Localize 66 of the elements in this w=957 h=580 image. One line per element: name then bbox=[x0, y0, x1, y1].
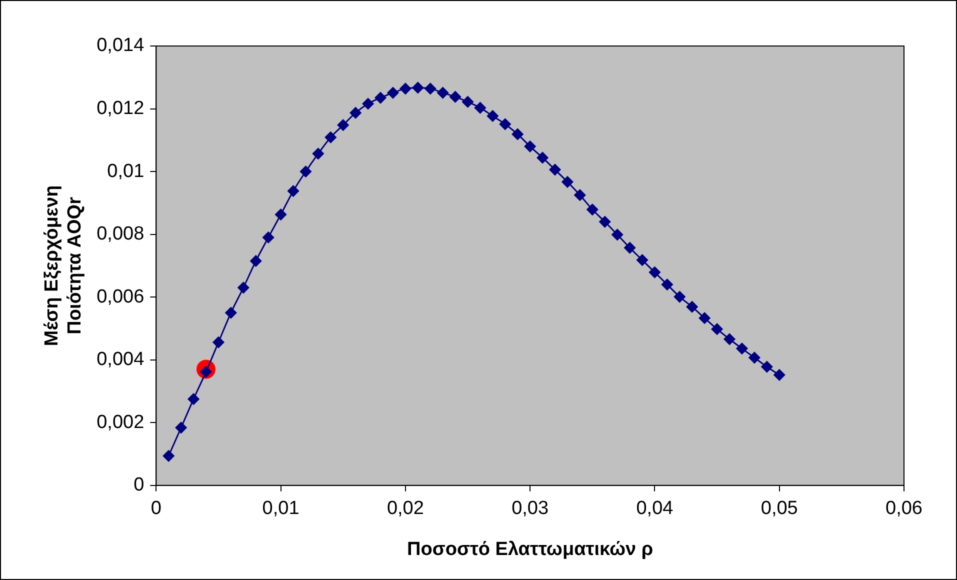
point bbox=[486, 110, 498, 122]
point bbox=[698, 312, 710, 324]
y-tick-label: 0,008 bbox=[96, 224, 144, 245]
point bbox=[736, 342, 748, 354]
y-tick-label: 0,002 bbox=[96, 412, 144, 433]
y-tick-label: 0,012 bbox=[96, 98, 144, 120]
point bbox=[474, 102, 486, 114]
point bbox=[586, 204, 598, 216]
point bbox=[300, 166, 312, 178]
point bbox=[761, 361, 773, 373]
point bbox=[524, 140, 536, 152]
point bbox=[188, 393, 200, 405]
point bbox=[412, 82, 424, 94]
point bbox=[312, 148, 324, 160]
point bbox=[711, 323, 723, 335]
point bbox=[512, 128, 524, 140]
point bbox=[225, 307, 237, 319]
point bbox=[748, 352, 760, 364]
point bbox=[574, 189, 586, 201]
x-tick-label: 0,02 bbox=[386, 498, 424, 520]
point bbox=[374, 92, 386, 104]
y-tick-label: 0 bbox=[134, 474, 144, 496]
point bbox=[724, 333, 736, 345]
point bbox=[437, 87, 449, 99]
x-tick-label: 0,01 bbox=[262, 498, 300, 520]
point bbox=[350, 107, 362, 119]
point bbox=[636, 254, 648, 266]
point bbox=[337, 119, 349, 131]
y-tick-label: 0,006 bbox=[96, 286, 144, 308]
point bbox=[462, 96, 474, 108]
point bbox=[275, 208, 287, 220]
point bbox=[424, 82, 436, 94]
y-tick-label: 0,014 bbox=[96, 35, 145, 56]
point bbox=[400, 82, 412, 94]
point bbox=[162, 450, 174, 462]
y-tick-label: 0,004 bbox=[96, 349, 145, 370]
y-tick-label: 0,01 bbox=[107, 160, 144, 182]
point bbox=[499, 118, 511, 130]
point bbox=[536, 152, 548, 164]
x-tick-label: 0,04 bbox=[636, 498, 674, 520]
x-axis-title: Ποσοστό Ελαττωματικών ρ bbox=[407, 538, 654, 560]
x-tick-label: 0 bbox=[150, 498, 162, 520]
point bbox=[250, 255, 262, 267]
point bbox=[212, 336, 224, 348]
point bbox=[387, 87, 399, 99]
point bbox=[661, 278, 673, 290]
point bbox=[362, 98, 374, 110]
point bbox=[324, 132, 336, 144]
x-tick-label: 0,05 bbox=[760, 498, 798, 520]
point bbox=[175, 422, 187, 434]
point bbox=[624, 242, 636, 254]
point bbox=[774, 369, 786, 381]
point bbox=[674, 291, 686, 303]
point bbox=[648, 266, 660, 278]
point bbox=[562, 176, 574, 188]
x-tick-label: 0,03 bbox=[512, 498, 549, 520]
point bbox=[288, 185, 300, 197]
point bbox=[686, 301, 698, 313]
point bbox=[450, 91, 462, 103]
point bbox=[262, 232, 274, 244]
point bbox=[238, 282, 250, 294]
point bbox=[612, 228, 624, 240]
x-tick-label: 0,06 bbox=[886, 498, 922, 520]
point bbox=[549, 164, 561, 176]
point bbox=[599, 216, 611, 228]
y-axis-title: Μέση Εξερχόμενη Ποιότητα AOQr bbox=[42, 185, 86, 346]
